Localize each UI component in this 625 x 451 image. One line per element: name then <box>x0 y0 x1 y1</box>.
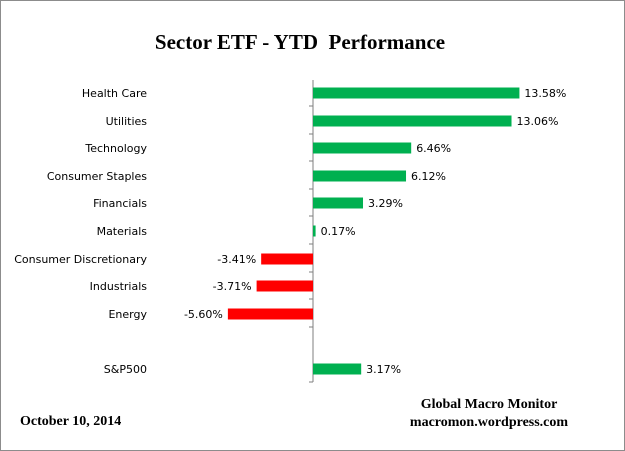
credit-name: Global Macro Monitor <box>420 397 558 412</box>
category-label: Industrials <box>90 280 148 293</box>
category-label: Technology <box>84 142 147 155</box>
value-label: 13.06% <box>517 115 559 128</box>
category-label: Consumer Staples <box>47 170 147 183</box>
bar-materials <box>313 225 316 237</box>
bar-health-care <box>313 87 520 99</box>
category-label: Consumer Discretionary <box>14 253 147 266</box>
value-label: 13.58% <box>524 87 566 100</box>
value-label: -3.41% <box>217 253 256 266</box>
bar-technology <box>313 142 412 154</box>
category-label: Utilities <box>106 115 148 128</box>
bar-s-p500 <box>313 363 362 375</box>
category-label: Energy <box>108 308 147 321</box>
category-label: Health Care <box>82 87 147 100</box>
bar-financials <box>313 197 364 209</box>
value-label: -3.71% <box>213 280 252 293</box>
bar-consumer-discretionary <box>261 253 313 265</box>
chart-title: Sector ETF - YTD Performance <box>154 30 446 54</box>
credit-url: macromon.wordpress.com <box>409 415 569 430</box>
value-label: 3.29% <box>368 197 403 210</box>
bar-utilities <box>313 115 512 127</box>
bar-industrials <box>256 280 313 292</box>
footer-date: October 10, 2014 <box>20 414 122 429</box>
value-label: 3.17% <box>366 363 401 376</box>
bar-energy <box>227 308 313 320</box>
value-label: 6.12% <box>411 170 446 183</box>
value-label: 0.17% <box>321 225 356 238</box>
bar-consumer-staples <box>313 170 407 182</box>
category-label: S&P500 <box>104 363 147 376</box>
value-label: 6.46% <box>416 142 451 155</box>
category-label: Materials <box>97 225 148 238</box>
category-label: Financials <box>93 197 147 210</box>
credit-block: Global Macro Monitor macromon.wordpress.… <box>378 396 600 432</box>
value-label: -5.60% <box>184 308 223 321</box>
